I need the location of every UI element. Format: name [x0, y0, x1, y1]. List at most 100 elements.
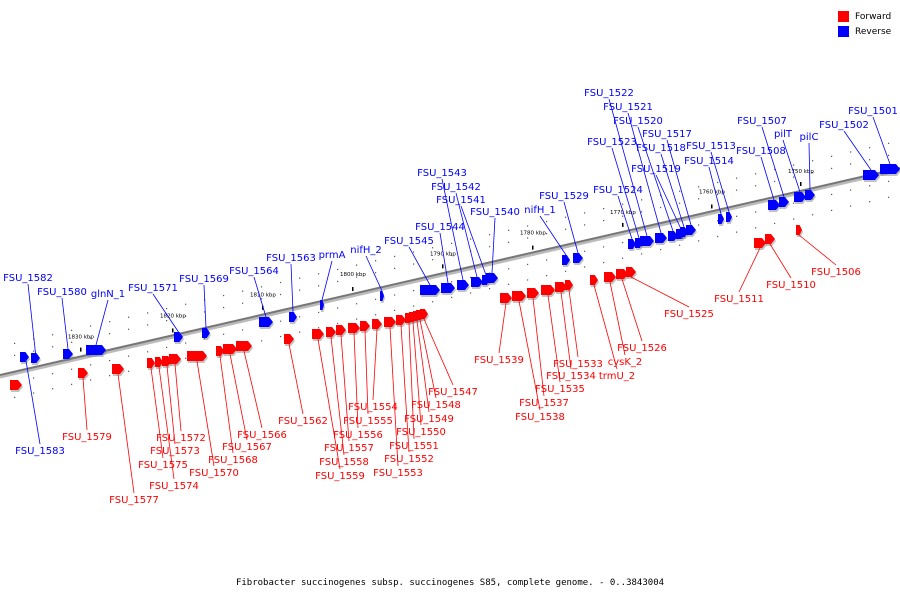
- guide-dot: [527, 279, 529, 281]
- forward-gene-label: FSU_1556: [333, 430, 383, 441]
- guide-dot: [356, 264, 358, 266]
- reverse-gene-leader: [460, 205, 487, 276]
- forward-gene: [236, 341, 252, 351]
- guide-dot: [375, 298, 377, 300]
- reverse-gene-label: glnN_1: [91, 289, 125, 300]
- reverse-gene-label: FSU_1513: [686, 141, 736, 152]
- forward-gene-label: FSU_1554: [348, 402, 398, 413]
- guide-dot: [90, 337, 92, 339]
- forward-gene-leader: [547, 294, 561, 383]
- guide-dot: [660, 194, 662, 197]
- forward-gene-leader: [498, 302, 507, 354]
- guide-dot: [432, 247, 434, 249]
- guide-dot: [52, 373, 54, 375]
- reverse-gene: [573, 253, 583, 263]
- forward-gene-label: FSU_1577: [109, 495, 159, 506]
- forward-gene-label: FSU_1539: [474, 355, 524, 366]
- forward-gene-label: FSU_1558: [319, 457, 369, 468]
- reverse-gene-leader: [872, 116, 891, 165]
- reverse-gene: [863, 170, 879, 180]
- guide-dot: [280, 293, 282, 296]
- reverse-gene-leader: [608, 98, 648, 237]
- forward-gene: [147, 358, 155, 368]
- reverse-gene-label: FSU_1523: [587, 137, 637, 148]
- forward-gene: [555, 282, 567, 292]
- reverse-gene-leader: [637, 126, 674, 232]
- guide-dot: [109, 375, 111, 377]
- reverse-gene: [628, 239, 636, 249]
- guide-dot: [698, 240, 700, 242]
- forward-gene-label: FSU_1551: [389, 441, 439, 452]
- guide-dot: [679, 190, 681, 192]
- forward-gene-label: FSU_1506: [811, 267, 861, 278]
- guide-dot: [850, 205, 852, 207]
- reverse-gene-label: nifH_1: [524, 205, 556, 216]
- guide-dot: [52, 334, 54, 336]
- forward-gene: [78, 368, 88, 378]
- tick-mark: [80, 347, 82, 352]
- forward-gene: [626, 267, 636, 277]
- guide-dot: [299, 289, 301, 291]
- reverse-gene-leader: [760, 156, 775, 201]
- forward-gene-leader: [412, 321, 422, 426]
- forward-gene-label: FSU_1510: [766, 280, 816, 291]
- reverse-gene-label: FSU_1524: [593, 185, 643, 196]
- tick-mark: [622, 222, 624, 227]
- reverse-gene-leader: [365, 255, 383, 292]
- tick-mark: [532, 245, 534, 250]
- guide-dot: [831, 167, 833, 169]
- legend: Forward Reverse: [838, 9, 891, 39]
- guide-dot: [185, 315, 187, 317]
- guide-dot: [508, 268, 510, 270]
- forward-gene-label: cysK_2: [608, 357, 643, 368]
- reverse-gene-label: FSU_1517: [642, 129, 692, 140]
- guide-dot: [660, 248, 662, 251]
- reverse-gene: [768, 200, 780, 210]
- tick-label: 1780 kbp: [520, 231, 546, 237]
- reverse-gene-label: pilC: [800, 132, 819, 143]
- reverse-gene-leader: [27, 283, 36, 354]
- guide-dot: [603, 219, 605, 222]
- guide-dot: [204, 338, 206, 340]
- forward-gene: [616, 269, 628, 279]
- forward-gene-leader: [158, 366, 175, 480]
- forward-gene: [216, 346, 224, 356]
- forward-gene-leader: [229, 353, 248, 441]
- reverse-gene-label: FSU_1507: [737, 116, 787, 127]
- reverse-gene: [880, 164, 900, 174]
- guide-dot: [869, 147, 871, 149]
- forward-gene-leader: [219, 355, 234, 454]
- reverse-gene: [441, 283, 455, 293]
- guide-dot: [451, 254, 453, 256]
- reverse-gene: [202, 328, 210, 338]
- reverse-gene: [380, 291, 384, 301]
- guide-dot: [470, 292, 472, 294]
- forward-gene-leader: [372, 328, 378, 401]
- guide-dot: [375, 272, 377, 274]
- tick-label: 1760 kbp: [699, 189, 725, 195]
- guide-dot: [356, 303, 358, 305]
- reverse-gene-label: FSU_1520: [613, 116, 663, 127]
- reverse-gene-label: FSU_1529: [539, 191, 589, 202]
- forward-gene: [169, 354, 181, 364]
- reverse-gene-label: FSU_1543: [417, 168, 467, 179]
- reverse-gene-leader: [655, 174, 682, 230]
- guide-dot: [622, 203, 624, 205]
- guide-dot: [622, 241, 624, 244]
- reverse-gene: [471, 277, 483, 287]
- guide-dot: [128, 316, 130, 318]
- reverse-gene-label: FSU_1502: [819, 120, 869, 131]
- guide-dot: [318, 311, 320, 314]
- reverse-gene-leader: [761, 126, 785, 198]
- guide-dot: [546, 233, 548, 235]
- forward-gene-label: FSU_1537: [519, 398, 569, 409]
- reverse-gene: [805, 190, 815, 200]
- tick-mark: [711, 204, 713, 209]
- forward-gene-label: FSU_1572: [156, 433, 206, 444]
- guide-dot: [584, 212, 586, 214]
- reverse-gene: [174, 332, 183, 342]
- forward-gene: [284, 334, 294, 344]
- forward-gene-label: FSU_1553: [373, 468, 423, 479]
- guide-dot: [527, 225, 529, 227]
